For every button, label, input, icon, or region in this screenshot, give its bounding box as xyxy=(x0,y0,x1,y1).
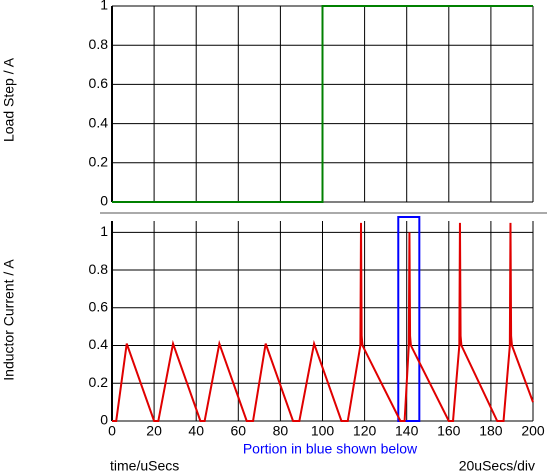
x-tick-label: 20 xyxy=(146,423,162,439)
x-tick-label: 140 xyxy=(395,423,419,439)
y-tick-label: 0.6 xyxy=(89,298,109,314)
x-tick-label: 0 xyxy=(108,423,116,439)
y-tick-label: 0 xyxy=(100,412,108,428)
y-tick-label: 0.6 xyxy=(89,75,109,91)
highlight-box xyxy=(397,216,421,422)
x-tick-label: 180 xyxy=(479,423,503,439)
annotation: Portion in blue shown below xyxy=(243,441,418,457)
y-tick-label: 0.2 xyxy=(89,374,109,390)
y-tick-label: 0.8 xyxy=(89,36,109,52)
x-tick-label: 120 xyxy=(353,423,377,439)
annotation: 20uSecs/div xyxy=(459,458,535,474)
y-tick-label: 0.4 xyxy=(89,336,109,352)
y-tick-label: 1 xyxy=(100,223,108,239)
x-tick-label: 200 xyxy=(521,423,545,439)
y-tick-label: 0.8 xyxy=(89,261,109,277)
x-tick-label: 40 xyxy=(188,423,204,439)
y-axis-label: Inductor Current / A xyxy=(1,259,17,381)
line-series xyxy=(112,5,533,203)
y-tick-label: 1 xyxy=(100,0,108,13)
y-tick-label: 0.4 xyxy=(89,114,109,130)
line-series xyxy=(112,222,534,422)
x-tick-label: 80 xyxy=(273,423,289,439)
x-tick-label: 100 xyxy=(311,423,335,439)
y-tick-label: 0.2 xyxy=(89,154,109,170)
x-tick-label: 60 xyxy=(231,423,247,439)
y-tick-label: 0 xyxy=(100,193,108,209)
x-tick-label: 160 xyxy=(437,423,461,439)
x-axis-label: time/uSecs xyxy=(110,458,179,474)
y-axis-label: Load Step / A xyxy=(1,57,17,142)
